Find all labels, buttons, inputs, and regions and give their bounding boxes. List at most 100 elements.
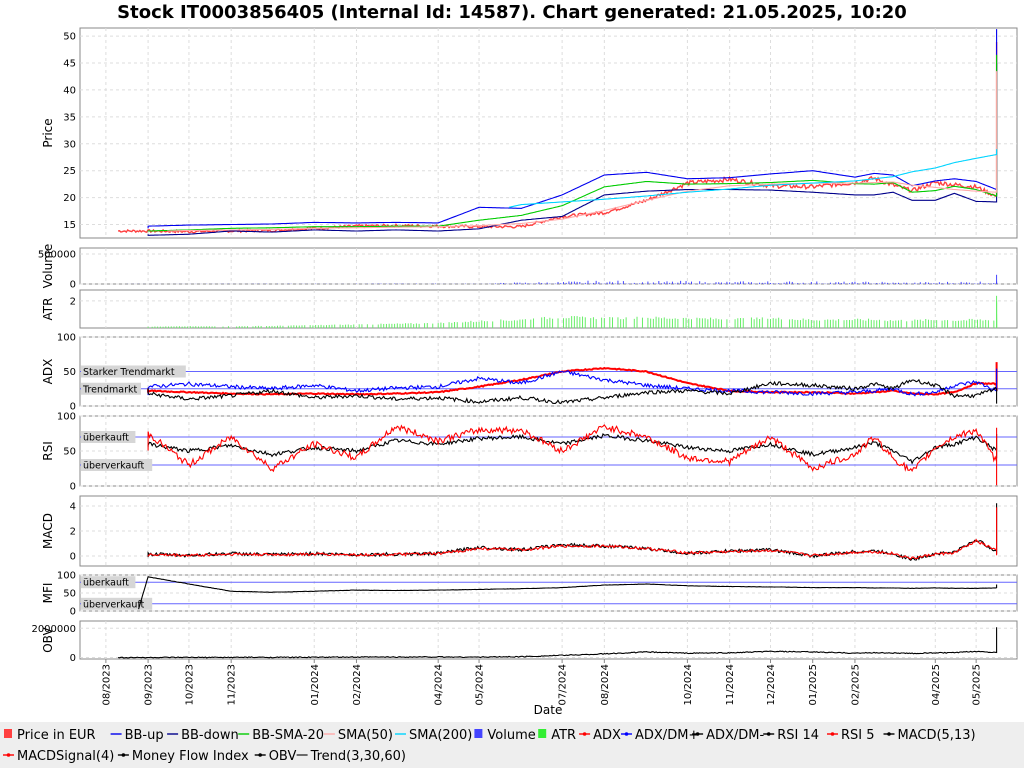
series-sma-200-: [508, 149, 998, 208]
legend-swatch-dot: [887, 732, 891, 736]
x-tick-label: 04/2025: [931, 664, 942, 706]
y-tick-label: 40: [63, 85, 76, 96]
legend-swatch-dot: [258, 753, 263, 757]
panel-atr: 2 ATR: [41, 289, 1018, 329]
legend-item: Money Flow Index: [117, 749, 249, 764]
y-tick-label: 0: [70, 402, 76, 413]
legend-item: BB-down: [167, 728, 239, 743]
x-tick-label: 02/2025: [850, 664, 861, 706]
y-axis-label: ATR: [41, 298, 55, 321]
legend-swatch: [538, 729, 547, 738]
y-tick-label: 2: [70, 527, 76, 538]
x-tick-label: 04/2024: [434, 664, 445, 706]
legend-label: Trend(3,30,60): [310, 749, 406, 764]
legend-item: Volume: [474, 728, 536, 743]
legend-item: OBV: [254, 749, 296, 764]
y-tick-label: 0: [70, 482, 76, 493]
legend-item: ADX/DM+: [621, 728, 699, 743]
legend-item: ADX: [579, 728, 621, 743]
x-tick-label: 08/2023: [101, 664, 112, 706]
legend-label: ATR: [551, 728, 576, 743]
panel-frame: [79, 247, 1018, 285]
legend-item: SMA(50): [323, 728, 393, 743]
x-tick-label: 12/2024: [766, 664, 777, 706]
legend-item: Price in EUR: [4, 728, 96, 743]
y-tick-label: 100: [57, 412, 76, 423]
y-axis-label: Volume: [41, 244, 55, 289]
legend-label: MACD(5,13): [898, 728, 976, 743]
x-tick-label: 05/2025: [972, 664, 983, 706]
legend-swatch: [474, 729, 483, 738]
x-tick-label: 05/2024: [475, 664, 486, 706]
chart-legend: Price in EUR BB-up BB-down BB-SMA-20 SMA(50)…: [3, 728, 976, 764]
x-tick-label: 11/2024: [725, 664, 736, 706]
x-tick-label: 02/2024: [352, 664, 363, 706]
reference-label-box: [81, 365, 186, 378]
legend-item: BB-up: [110, 728, 164, 743]
reference-label: Trendmarkt: [82, 384, 137, 395]
y-tick-label: 100: [57, 333, 76, 344]
x-tick-label: 01/2024: [310, 664, 321, 706]
reference-label-box: [81, 459, 153, 471]
y-tick-label: 4: [70, 502, 76, 513]
y-tick-label: 2000000: [31, 624, 76, 635]
y-tick-label: 45: [63, 59, 76, 70]
y-tick-label: 35: [63, 112, 76, 123]
legend-label: SMA(50): [338, 728, 393, 743]
x-tick-label: 01/2025: [808, 664, 819, 706]
legend-swatch-dot: [6, 753, 11, 757]
legend-item: MACD(5,13): [883, 728, 976, 743]
series-adx-dm-: [147, 378, 998, 405]
legend-label: SMA(200): [409, 728, 472, 743]
legend-item: Trend(3,30,60): [296, 749, 406, 764]
legend-swatch-dot: [830, 732, 835, 736]
legend-swatch: [4, 729, 12, 738]
legend-item: ATR: [538, 728, 576, 743]
legend-swatch-dot: [624, 732, 629, 736]
chart-title: Stock IT0003856405 (Internal Id: 14587).…: [117, 2, 907, 23]
legend-label: Volume: [487, 728, 535, 743]
legend-item: ADX/DM-: [692, 728, 765, 743]
y-tick-label: 15: [63, 220, 76, 231]
legend-label: RSI 5: [841, 728, 875, 743]
indicator-panels: 1520253035404550Price0500000Volume2ATR05…: [31, 27, 1018, 664]
series-volume: [124, 274, 998, 284]
y-tick-label: 30: [63, 139, 76, 150]
legend-label: ADX: [593, 728, 621, 743]
series-rsi-5: [147, 424, 998, 486]
y-tick-label: 50: [63, 367, 76, 378]
x-axis-label: Date: [534, 703, 563, 717]
y-tick-label: 0: [70, 653, 76, 664]
legend-label: ADX/DM-: [706, 728, 764, 743]
y-tick-label: 0: [70, 552, 76, 563]
legend-background: [0, 722, 1024, 768]
y-tick-label: 0: [70, 280, 76, 291]
panel-rsi: 0 50 100 RSI überkauft überverkauft: [41, 412, 1018, 493]
reference-label-box: [81, 431, 136, 443]
reference-label-box: [81, 382, 141, 395]
series-atr: [147, 295, 998, 328]
legend-label: MACDSignal(4): [17, 749, 114, 764]
y-axis-label: MFI: [41, 583, 55, 604]
y-tick-label: 0: [70, 607, 76, 618]
y-axis-label: RSI: [41, 441, 55, 461]
series-sma-50-: [167, 71, 998, 232]
series-bb-up: [147, 29, 998, 229]
date-axis: 08/2023 09/2023 10/2023 11/2023 01/2024 02/20…: [101, 659, 983, 706]
y-tick-label: 2: [70, 296, 76, 307]
legend-swatch-dot: [695, 732, 700, 736]
x-tick-label: 09/2023: [144, 664, 155, 706]
panel-frame: [79, 620, 1018, 660]
y-axis-label: OBV: [41, 626, 55, 652]
x-tick-label: 10/2024: [683, 664, 694, 706]
y-tick-label: 20: [63, 193, 76, 204]
series-obv: [117, 627, 998, 659]
reference-label-box: [81, 576, 136, 589]
reference-label: überkauft: [83, 578, 129, 589]
legend-label: BB-down: [181, 728, 239, 743]
